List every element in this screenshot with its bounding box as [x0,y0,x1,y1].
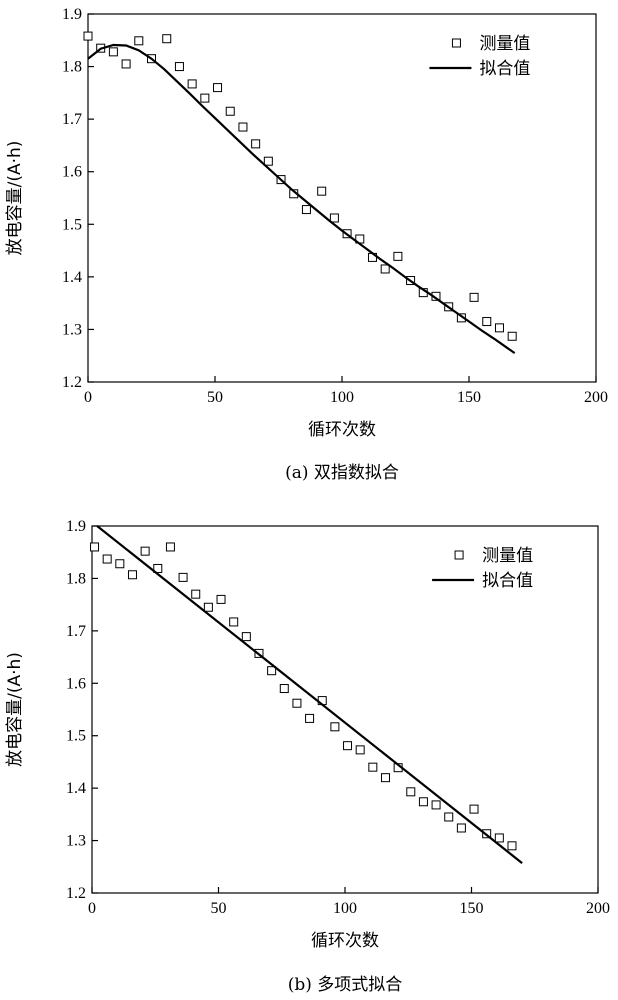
data-point [469,804,479,814]
y-tick-label: 1.5 [62,216,82,233]
x-tick-label: 200 [586,900,610,917]
data-point [165,542,175,552]
data-point [317,186,327,196]
fit-line [87,43,516,355]
y-tick-label: 1.3 [62,321,82,338]
data-point [494,833,504,843]
data-point [102,554,112,564]
data-point [406,787,416,797]
y-tick-label: 1.9 [66,518,86,535]
fit-line [96,525,523,864]
data-point [368,762,378,772]
data-point [418,797,428,807]
data-point [393,251,403,261]
legend-marker-square [451,38,461,48]
y-tick-label: 1.4 [62,269,82,286]
y-tick-label: 1.9 [62,6,82,23]
x-tick-label: 50 [207,389,223,406]
x-tick-label: 100 [333,900,357,917]
data-point [153,563,163,573]
data-point [121,59,131,69]
x-tick-label: 100 [330,389,354,406]
data-point [140,546,150,556]
data-point [292,698,302,708]
data-point [127,570,137,580]
data-point [229,617,239,627]
data-point [200,93,210,103]
data-point [329,213,339,223]
x-tick-label: 150 [460,900,484,917]
figure-caption: (a) 双指数拟合 [285,463,399,483]
data-point [225,106,235,116]
y-tick-label: 1.2 [66,885,86,902]
data-point [213,83,223,93]
data-point [83,31,93,41]
data-point [187,79,197,89]
y-tick-label: 1.5 [66,728,86,745]
x-tick-label: 0 [88,900,96,917]
data-point [456,823,466,833]
x-tick-label: 0 [84,389,92,406]
data-point [305,713,315,723]
data-point [134,36,144,46]
x-axis-label: 循环次数 [308,420,376,440]
data-point [343,741,353,751]
x-tick-label: 50 [211,900,227,917]
data-point [108,47,118,57]
data-point [267,666,277,676]
data-point [469,292,479,302]
data-point [444,812,454,822]
y-tick-label: 1.7 [62,111,82,128]
data-point [263,156,273,166]
legend-label-fit: 拟合值 [479,59,530,79]
chart-panel-a: 0 50 100 150 200 1.2 1.3 1.4 1.5 1.6 1.7 1.8 1.9 循环次数… [5,6,608,483]
data-point [178,572,188,582]
y-tick-label: 1.7 [66,623,86,640]
data-point [162,34,172,44]
data-point [251,139,261,149]
y-tick-label: 1.6 [62,164,82,181]
data-point [507,841,517,851]
y-tick-label: 1.6 [66,675,86,692]
data-point [279,684,289,694]
data-point [241,632,251,642]
legend-label-measured: 测量值 [482,546,533,566]
data-point [174,62,184,72]
x-tick-label: 150 [457,389,481,406]
data-point [330,722,340,732]
data-point [90,542,100,552]
y-axis-label: 放电容量/(A·h) [5,141,25,256]
y-tick-label: 1.8 [62,59,82,76]
x-axis-label: 循环次数 [311,931,379,951]
data-point [431,800,441,810]
data-point [115,559,125,569]
data-point [301,205,311,215]
legend-label-measured: 测量值 [479,34,530,54]
data-point [191,589,201,599]
y-tick-label: 1.3 [66,833,86,850]
y-axis-label: 放电容量/(A·h) [5,652,25,767]
data-point [507,331,517,341]
legend-marker-square [454,550,464,560]
figure-caption: (b) 多项式拟合 [288,975,403,995]
y-tick-label: 1.2 [62,374,82,391]
y-tick-label: 1.8 [66,570,86,587]
data-point [355,745,365,755]
data-point [380,773,390,783]
chart-panel-b: 0 50 100 150 200 1.2 1.3 1.4 1.5 1.6 1.7 1.8 1.9 循环次数… [5,518,610,995]
data-point [380,264,390,274]
data-point [482,317,492,327]
legend-label-fit: 拟合值 [482,571,533,591]
data-point [203,602,213,612]
x-tick-label: 200 [584,389,608,406]
data-point [216,594,226,604]
data-point [494,323,504,333]
y-tick-label: 1.4 [66,780,86,797]
data-point [238,122,248,132]
